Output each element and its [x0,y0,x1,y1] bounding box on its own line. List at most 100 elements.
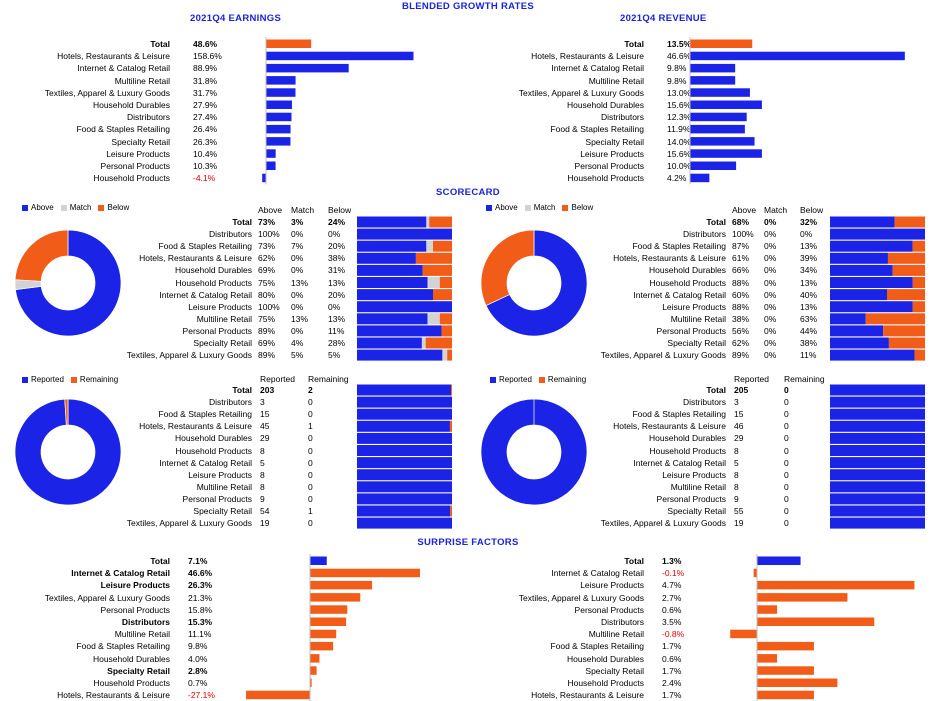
score_right-row-3-val-0: 61% [732,253,750,264]
score_left-row-6-val-2: 20% [328,289,346,300]
earnings-bar-2 [266,63,349,73]
report_right-row-label-6: Internet & Catalog Retail [633,457,726,468]
surprise_left-bar-0 [310,556,327,565]
report_left-legend-swatch-1 [70,377,77,383]
score_right-row-10-val-2: 38% [800,338,818,348]
score_right-row-label-10: Specialty Retail [667,338,726,348]
report_left-row-9-val-0: 9 [260,493,265,504]
report_left-row-label-6: Internet & Catalog Retail [159,457,252,468]
report_left-row-label-3: Hotels, Restaurants & Leisure [139,421,252,432]
score_left-legend-label-1: Match [69,203,92,212]
report_left-donut-slice-1 [64,398,69,426]
report_left-row-10-val-1: 1 [308,506,313,516]
score_left-row-label-11: Textiles, Apparel & Luxury Goods [126,350,252,361]
surprise_right-bar-3 [757,593,848,602]
surprise_left-value-11: -27.1% [188,690,215,701]
score_left-bar-11-0 [357,349,443,361]
revenue-bar-7 [690,124,745,134]
score_left-row-3-val-0: 62% [258,253,276,264]
report_left-bar-10-1 [450,505,452,517]
report_left-row-11-val-1: 0 [308,518,313,529]
score_left-row-9-val-2: 11% [328,325,345,336]
earnings-label-1: Hotels, Restaurants & Leisure [57,51,170,62]
score_left-donut-slice-2 [14,229,69,282]
score_left-bar-2-2 [433,240,452,252]
report_right-row-3-val-0: 46 [734,421,744,432]
revenue-label-9: Leisure Products [580,148,644,159]
report_right-legend-label-1: Remaining [547,375,587,384]
score_right-bar-6-2 [887,289,925,301]
score_left-bar-6-2 [433,289,452,301]
surprise_left-value-10: 0.7% [188,678,208,688]
surprise_left-value-8: 4.0% [188,653,208,664]
score_right-row-1-val-2: 0% [800,229,813,240]
surprise_left-label-4: Personal Products [100,604,170,615]
report_left-row-5-val-0: 8 [260,445,265,456]
score_right-bar-4-2 [892,264,925,276]
earnings-label-11: Household Products [93,173,170,184]
score_left-row-5-val-0: 75% [258,277,276,288]
score_left-bar-5-0 [357,277,428,288]
score_right-total-val-2: 32% [800,217,818,227]
revenue-value-7: 11.9% [667,124,691,135]
earnings-value-4: 31.7% [193,87,218,98]
score_right-col-2: Below [800,205,824,215]
report_right-col-0: Reported [734,374,769,384]
report_right-row-label-9: Personal Products [656,493,726,504]
report_right-row-5-val-0: 8 [734,445,739,456]
score_left-row-7-val-2: 0% [328,301,341,312]
score_right-row-11-val-2: 11% [800,350,817,361]
surprise_left-value-3: 21.3% [188,592,213,603]
surprise_left-bar-1 [310,568,420,578]
report_left-row-6-val-0: 5 [260,457,265,468]
score_left-row-3-val-2: 38% [328,253,346,264]
report_left-total-label: Total [232,385,252,395]
revenue-label-3: Multiline Retail [588,75,644,86]
report_left-row-10-val-0: 54 [260,506,270,516]
report_left-bar-9-0 [357,493,452,505]
report_right-total-label: Total [706,385,726,395]
surprise_left-bar-8 [310,654,320,663]
surprise_right-value-1: -0.1% [662,568,685,579]
score_right-donut-slice-0 [485,229,588,337]
score_left-row-6-val-0: 80% [258,289,276,300]
report_right-legend: Reported Remaining [490,376,590,384]
earnings-label-8: Specialty Retail [111,136,170,147]
score_right-row-11-val-1: 0% [764,350,777,361]
report_right-row-label-10: Specialty Retail [667,506,726,516]
revenue-value-6: 12.3% [667,112,692,123]
score_right-legend-swatch-1 [524,205,531,211]
surprise_right-label-8: Household Durables [566,653,644,664]
surprise_right-label-5: Distributors [601,617,644,627]
score_left-row-11-val-0: 89% [258,350,276,361]
score_right-row-label-8: Multiline Retail [670,313,726,324]
report_right-legend-swatch-1 [538,377,545,383]
revenue-bar-9 [690,149,762,158]
header-surprise: SURPRISE FACTORS [417,537,519,548]
score_right-row-8-val-1: 0% [764,313,777,324]
report_right-row-8-val-0: 8 [734,481,739,492]
report_left-bar-6-0 [357,457,452,469]
earnings-value-5: 27.9% [193,100,218,110]
earnings-label-5: Household Durables [92,100,170,110]
score_left-bar-5-1 [427,277,440,288]
score_right-row-2-val-0: 87% [732,241,750,252]
report_right-row-2-val-0: 15 [734,409,744,420]
score_right-row-5-val-2: 13% [800,277,818,288]
surprise_left-bar-5 [310,617,347,626]
report_left-row-label-10: Specialty Retail [193,506,252,516]
score_right-row-1-val-1: 0% [764,229,777,240]
report_left-row-3-val-0: 45 [260,421,270,432]
earnings-label-9: Leisure Products [106,148,170,159]
report_right-bar-11-0 [830,517,925,529]
score_right-row-3-val-2: 39% [800,253,818,264]
surprise_right-label-1: Internet & Catalog Retail [551,568,644,579]
earnings-bar-6 [266,112,292,122]
surprise_right-value-9: 1.7% [662,665,682,676]
score_left-row-8-val-1: 13% [291,313,309,324]
revenue-label-5: Household Durables [566,100,644,110]
score_left-row-9-val-1: 0% [291,325,304,336]
surprise_right-label-0: Total [624,556,644,566]
score_left-bar-8-0 [357,313,428,325]
earnings-title: 2021Q4 EARNINGS [190,13,282,24]
